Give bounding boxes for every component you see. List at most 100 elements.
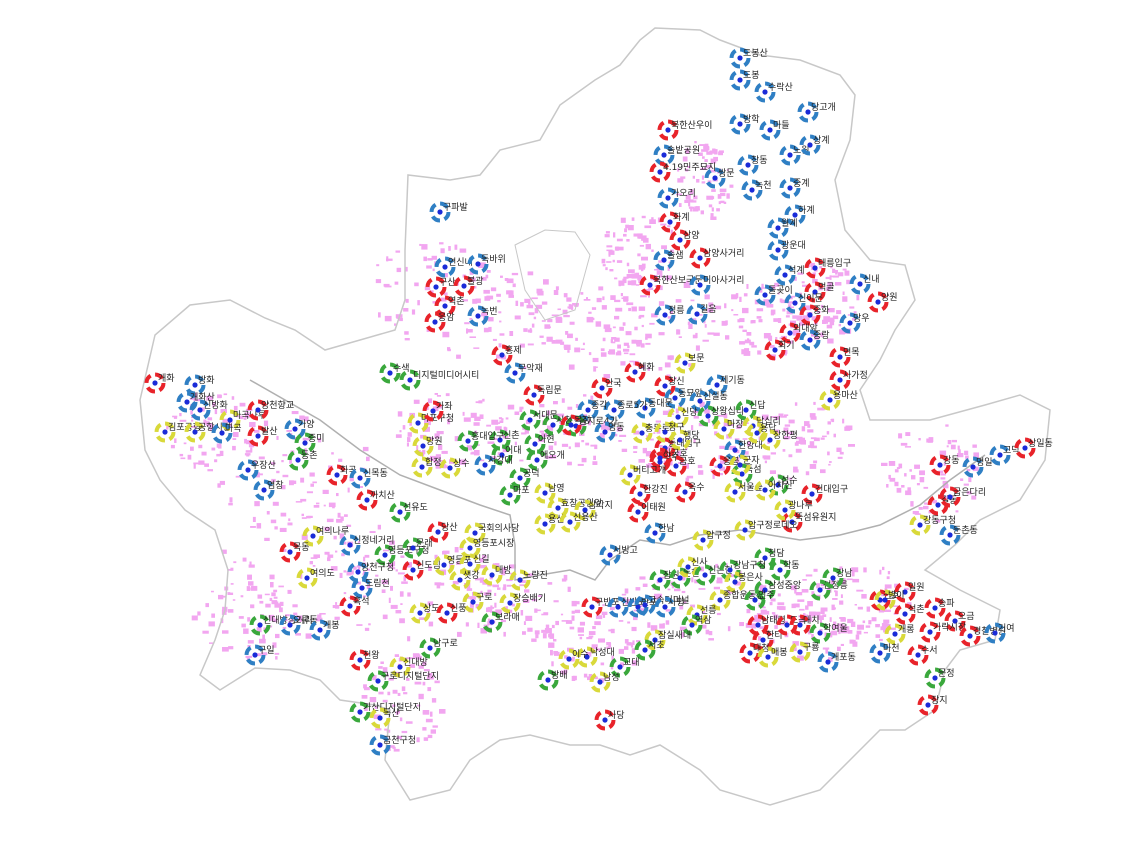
- station-center-dot: [602, 717, 608, 723]
- urban-patch: [391, 567, 396, 570]
- urban-patch: [483, 327, 489, 333]
- urban-patch: [535, 634, 539, 639]
- urban-patch: [202, 630, 209, 634]
- urban-patch: [618, 280, 625, 286]
- station-center-dot: [257, 622, 263, 628]
- station-label: 태릉입구: [818, 257, 851, 269]
- urban-patch: [692, 207, 699, 212]
- urban-patch: [313, 505, 320, 508]
- urban-patch: [572, 303, 579, 306]
- urban-patch: [465, 622, 469, 627]
- urban-patch: [932, 500, 937, 504]
- station-center-dot: [927, 629, 933, 635]
- urban-patch: [842, 268, 847, 271]
- station-marker: 신촌: [489, 429, 520, 451]
- urban-patch: [595, 615, 603, 620]
- urban-patch: [719, 460, 725, 465]
- station-ring: [427, 521, 449, 543]
- urban-patch: [715, 563, 719, 568]
- station-ring: [537, 669, 559, 691]
- urban-patch: [483, 289, 490, 294]
- urban-patch: [528, 312, 535, 316]
- station-marker: 가좌: [422, 400, 453, 422]
- urban-patch: [430, 729, 436, 734]
- urban-patch: [811, 634, 814, 639]
- station-marker: 남영: [534, 482, 565, 504]
- urban-patch: [243, 628, 249, 634]
- station-ring: [644, 629, 666, 651]
- urban-patch: [508, 290, 514, 296]
- urban-patch: [591, 317, 595, 320]
- urban-patch: [802, 284, 808, 287]
- urban-patch: [704, 408, 710, 414]
- urban-patch: [605, 231, 610, 234]
- urban-patch: [244, 453, 251, 456]
- urban-patch: [857, 624, 864, 630]
- station-ring: [779, 144, 801, 166]
- station-center-dot: [694, 311, 700, 317]
- urban-patch: [678, 203, 682, 207]
- station-center-dot: [754, 430, 760, 436]
- station-center-dot: [410, 567, 416, 573]
- station-marker: 한남: [644, 522, 675, 544]
- station-center-dot: [742, 527, 748, 533]
- station-ring: [653, 249, 675, 271]
- urban-patch: [687, 165, 691, 168]
- urban-patch: [539, 430, 544, 433]
- station-label: 신대방삼거리: [263, 615, 313, 626]
- station-marker: 양천구청: [347, 561, 394, 583]
- urban-patch: [636, 275, 643, 279]
- urban-patch: [333, 535, 337, 540]
- station-marker: 경찰병원: [959, 625, 1006, 647]
- urban-patch: [690, 206, 693, 212]
- station-ring: [576, 646, 598, 668]
- station-marker: 역삼: [681, 614, 712, 636]
- urban-patch: [958, 449, 961, 455]
- urban-patch: [569, 321, 575, 325]
- urban-patch: [505, 606, 508, 610]
- urban-patch: [447, 419, 451, 425]
- urban-patch: [623, 352, 629, 355]
- station-label: 신사: [691, 557, 708, 568]
- urban-patch: [643, 237, 649, 243]
- station-center-dot: [364, 497, 370, 503]
- urban-patch: [683, 601, 687, 604]
- station-marker: 먹골: [804, 281, 835, 303]
- urban-patch: [478, 262, 486, 268]
- urban-patch: [623, 276, 629, 279]
- station-label: 서대문: [533, 410, 558, 421]
- station-marker: 강동구청: [909, 514, 956, 536]
- urban-patch: [222, 647, 229, 652]
- station-marker: 정릉: [654, 304, 685, 326]
- urban-patch: [840, 594, 843, 598]
- urban-patch: [685, 168, 689, 172]
- urban-patch: [884, 588, 888, 591]
- urban-patch: [572, 601, 580, 605]
- urban-patch: [602, 613, 606, 618]
- urban-patch: [563, 574, 568, 581]
- station-label: 장지: [931, 695, 948, 706]
- urban-patch: [462, 411, 465, 416]
- urban-patch: [685, 447, 688, 450]
- urban-patch: [763, 299, 770, 305]
- urban-patch: [894, 481, 899, 487]
- station-marker: 마장: [713, 418, 744, 440]
- station-center-dot: [192, 382, 198, 388]
- urban-patch: [378, 691, 384, 695]
- urban-patch: [840, 617, 846, 622]
- urban-patch: [577, 463, 584, 466]
- station-label: 망우: [853, 313, 870, 324]
- station-ring: [829, 369, 851, 391]
- urban-patch: [836, 447, 842, 452]
- urban-patch: [276, 601, 279, 604]
- urban-patch: [645, 333, 652, 339]
- urban-patch: [427, 258, 433, 261]
- urban-patch: [826, 431, 830, 435]
- station-center-dot: [489, 572, 495, 578]
- station-ring: [653, 144, 675, 166]
- station-ring: [724, 571, 746, 593]
- station-center-dot: [762, 587, 768, 593]
- urban-patch: [942, 480, 948, 485]
- urban-patch: [363, 556, 366, 562]
- station-ring: [594, 709, 616, 731]
